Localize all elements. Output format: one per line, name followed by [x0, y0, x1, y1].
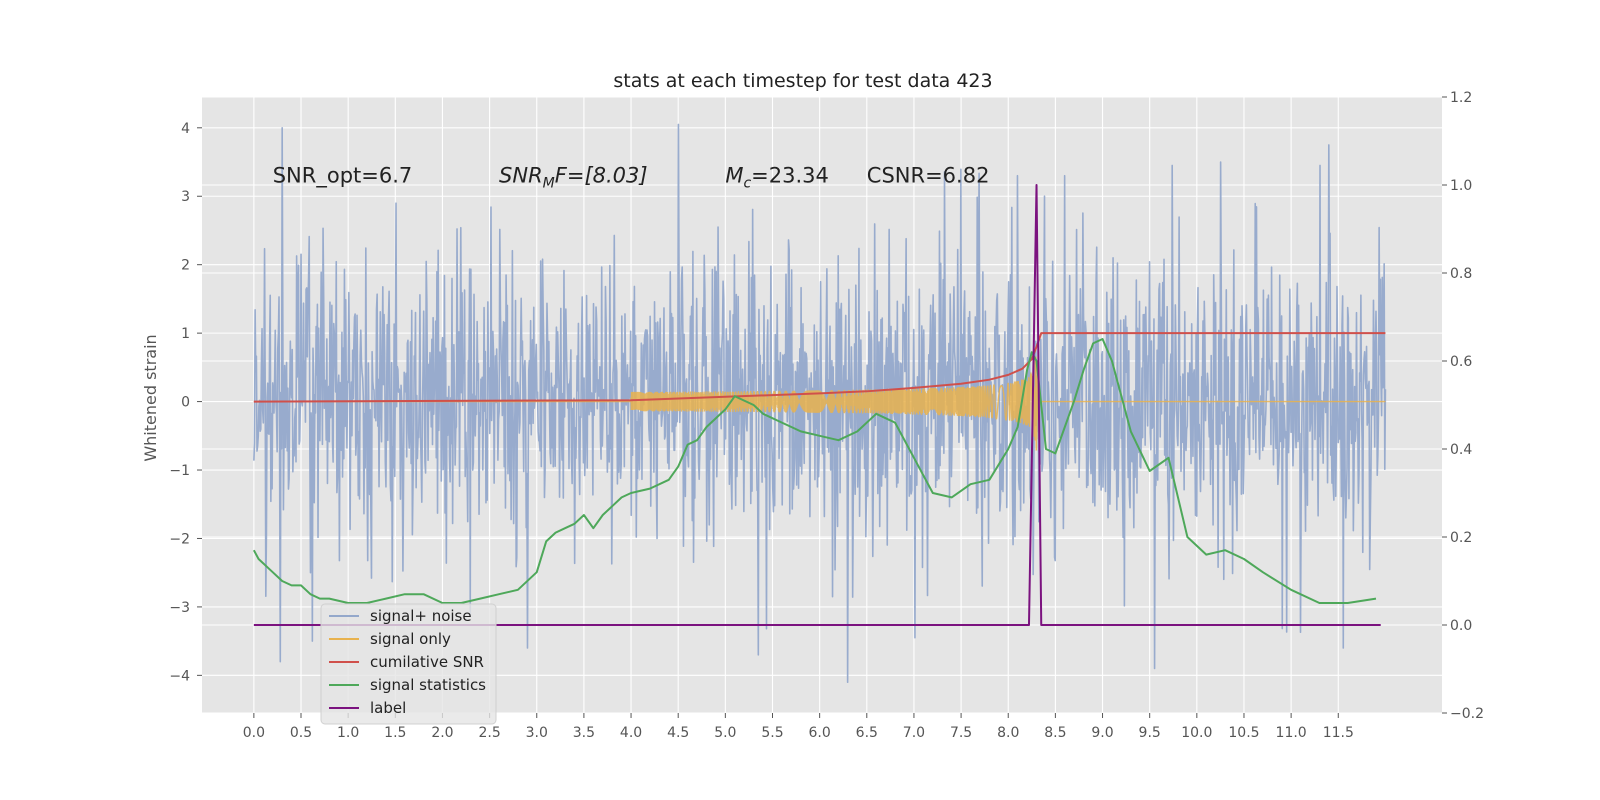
x-tick-label: 6.5 [856, 725, 878, 741]
x-tick-label: 9.5 [1139, 725, 1161, 741]
annotation-3: Mc=23.34 [725, 164, 829, 192]
x-tick-label: 3.0 [526, 725, 548, 741]
series-line-cumilative-snr [253, 332, 1386, 403]
series-line-signal-statistics [252, 338, 1377, 604]
x-tick-label: 6.0 [809, 725, 831, 741]
x-tick-label: 7.5 [950, 725, 972, 741]
x-tick-label: 0.0 [243, 725, 265, 741]
plot-content [252, 123, 1387, 683]
annotation-1: SNR_opt=6.7 [273, 164, 413, 189]
y-right-tick-label: 0.2 [1450, 530, 1472, 546]
x-tick-label: 8.0 [997, 725, 1019, 741]
y-tick-label: −4 [169, 668, 190, 684]
grid-lines [202, 96, 1442, 714]
y-tick-label: 3 [181, 189, 190, 205]
legend-label: signal statistics [370, 676, 486, 694]
legend-label: signal only [370, 630, 451, 648]
chart-title: stats at each timestep for test data 423 [613, 70, 992, 92]
x-tick-label: 4.5 [667, 725, 689, 741]
plot-area: SNR_opt=6.7 SNRMF=[8.03] Mc=23.34 CSNR=6.82… [169, 90, 1484, 741]
x-tick-label: 10.0 [1181, 725, 1212, 741]
y-right-tick-label: 0.6 [1450, 354, 1472, 370]
series-line-label [253, 184, 1381, 626]
x-tick-label: 2.0 [431, 725, 453, 741]
y-right-tick-label: 0.4 [1450, 442, 1472, 458]
y-tick-label: 2 [181, 258, 190, 274]
y-right-axis-ticks: −0.2 0.0 0.2 0.4 0.6 0.8 1.0 1.2 [1442, 90, 1484, 722]
legend: signal+ noise signal only cumilative SNR si… [320, 603, 497, 725]
y-right-tick-label: 0.8 [1450, 266, 1472, 282]
x-tick-label: 2.5 [478, 725, 500, 741]
x-tick-label: 1.0 [337, 725, 359, 741]
y-tick-label: −3 [169, 600, 190, 616]
x-tick-label: 8.5 [1044, 725, 1066, 741]
x-tick-label: 7.0 [903, 725, 925, 741]
x-tick-label: 3.5 [573, 725, 595, 741]
x-tick-label: 5.5 [761, 725, 783, 741]
x-tick-label: 11.0 [1276, 725, 1307, 741]
x-tick-label: 4.0 [620, 725, 642, 741]
y-tick-label: 0 [181, 395, 190, 411]
y-tick-label: 4 [181, 121, 190, 137]
y-right-tick-label: 1.0 [1450, 178, 1472, 194]
annotation-4: CSNR=6.82 [867, 164, 990, 188]
x-tick-label: 1.5 [384, 725, 406, 741]
y-right-tick-label: 1.2 [1450, 90, 1472, 106]
y-axis-label: Whitened strain [141, 334, 160, 461]
y-right-tick-label: −0.2 [1450, 706, 1484, 722]
series-line-signal-only [253, 356, 1386, 451]
x-axis-ticks: 0.0 0.5 1.0 1.5 2.0 2.5 3.0 3.5 4.0 4.5 5.0 5.5 6.0 6… [243, 713, 1354, 741]
legend-label: signal+ noise [370, 607, 472, 625]
x-tick-label: 11.5 [1323, 725, 1354, 741]
annotation-2: SNRMF=[8.03] [499, 164, 648, 192]
legend-box [320, 603, 497, 725]
y-tick-label: −1 [169, 463, 190, 479]
x-tick-label: 0.5 [290, 725, 312, 741]
y-axis-ticks: −4 −3 −2 −1 0 1 2 3 4 [169, 121, 202, 684]
legend-label: cumilative SNR [370, 653, 484, 671]
x-tick-label: 10.5 [1228, 725, 1259, 741]
y-tick-label: 1 [181, 326, 190, 342]
x-tick-label: 9.0 [1091, 725, 1113, 741]
x-tick-label: 5.0 [714, 725, 736, 741]
y-right-tick-label: 0.0 [1450, 618, 1472, 634]
legend-label: label [370, 699, 406, 717]
y-tick-label: −2 [169, 531, 190, 547]
